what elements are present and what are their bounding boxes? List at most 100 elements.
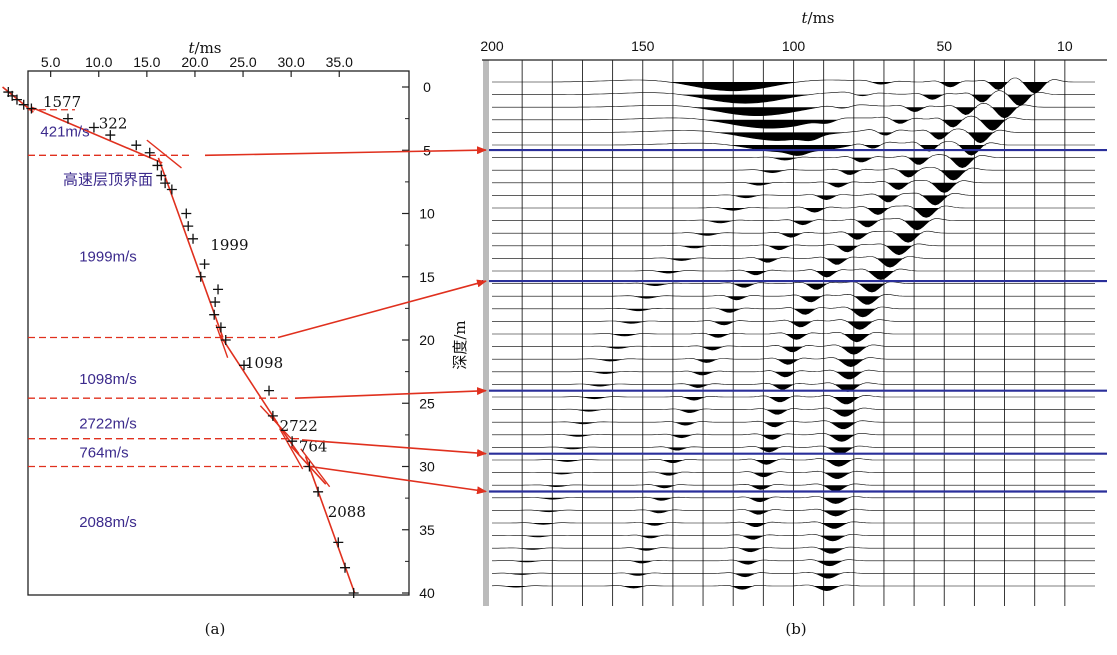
trace-wiggle [492,141,1095,156]
x-tick-label: 35.0 [326,54,353,70]
trace-fill [492,195,1095,205]
y-tick-label: 35 [419,522,435,538]
trace-fill [492,321,1095,330]
seismic-traces [491,77,1095,592]
trace-wiggle [492,483,1095,492]
trace-wiggle [492,128,1095,144]
layer-velocity-labels: 421m/s 高速层顶界面 1999m/s 1098m/s 2722m/s 764m/s 2… [40,123,153,531]
trace-wiggle [492,395,1095,405]
data-point [333,537,344,548]
boundary-correlation-arrows [204,146,487,495]
data-point [181,208,192,219]
data-point [188,233,199,244]
trace-wiggle [492,77,1095,94]
data-point [160,178,171,189]
data-point [239,360,250,371]
data-point [340,562,351,573]
trace-wiggle [492,433,1095,442]
y-tick-label: 10 [419,206,435,222]
trace-wiggle [492,218,1095,231]
x-tick-label: 15.0 [133,54,160,70]
layer-boundaries [28,109,310,468]
trace-fill [492,107,1095,118]
data-point [144,147,155,158]
data-point [105,130,116,141]
data-point [348,588,359,598]
panel-b-caption: (b) [785,620,806,638]
time-axis-label-unit: /ms [808,9,835,27]
trace-fill [492,346,1095,355]
time-tick-label: 100 [782,38,806,54]
layer-velocity-label: 2088m/s [79,514,137,531]
trace-wiggle [492,167,1095,181]
data-point [287,436,298,447]
layer-velocity-label: 421m/s [40,123,89,140]
crossing-tick-line [278,428,304,470]
fit-line-322 [31,106,163,164]
trace-fill [492,359,1095,367]
trace-wiggle [492,470,1095,479]
y-tick-label: 15 [419,269,435,285]
fit-lines [2,86,356,594]
x-tick-label: 5.0 [41,54,61,70]
y-axis-ticks: 0 5 10 15 20 25 30 35 40 [402,79,435,601]
trace-wiggle [492,281,1095,293]
layer-velocity-label: 1098m/s [79,371,137,388]
data-point [88,122,99,133]
data-point [166,184,177,195]
panel-b: 200 150 100 50 10 t/ms (b) [480,9,1107,638]
fit-annotation: 322 [99,115,128,133]
data-point [62,113,73,124]
trace-wiggle [491,584,1095,592]
trace-wiggle [492,420,1095,430]
data-point [209,309,220,320]
data-point [313,486,324,497]
data-point [11,94,22,105]
trace-wiggle [492,407,1095,417]
trace-fill [492,485,1095,492]
data-point [267,410,278,421]
fit-annotation: 1577 [43,93,81,111]
trace-fill [492,573,1095,579]
y-axis-label: 深度/m [451,320,469,369]
trace-wiggle [492,154,1095,169]
trace-wiggle [492,319,1095,330]
data-point [264,385,275,396]
time-axis-ticks: 200 150 100 50 10 [480,38,1073,54]
x-axis-label-symbol: t [188,39,195,57]
x-tick-label: 10.0 [85,54,112,70]
data-points [3,87,359,598]
trace-fill [492,560,1095,566]
trace-wiggle [492,268,1095,280]
panel-b-background [482,60,1107,606]
trace-wiggle [492,306,1095,318]
trace-wiggle [492,445,1095,454]
x-tick-label: 25.0 [229,54,256,70]
time-tick-label: 200 [480,38,504,54]
trace-fill [492,510,1095,517]
trace-fill [492,548,1095,554]
trace-fill [492,119,1095,131]
trace-wiggle [492,508,1095,517]
trace-wiggle [492,180,1095,193]
x-tick-label: 30.0 [278,54,305,70]
layer-velocity-label: 1999m/s [79,249,137,266]
data-point [210,297,221,308]
layer-velocity-label: 764m/s [79,445,128,462]
fit-line-2088 [304,456,356,594]
time-axis-label-symbol: t [801,9,808,27]
trace-wiggle [492,243,1095,256]
trace-wiggle [492,192,1095,206]
trace-fill [492,497,1095,504]
y-tick-label: 20 [419,332,435,348]
trace-wiggle [492,90,1095,106]
trace-wiggle [492,496,1095,504]
time-tick-label: 150 [631,38,655,54]
trace-wiggle [492,357,1095,368]
time-tick-label: 50 [936,38,952,54]
x-axis-ticks: 5.0 10.0 15.0 20.0 25.0 30.0 35.0 [41,54,353,77]
data-point [183,221,194,232]
crossing-tick-line [215,324,229,358]
data-point [131,140,142,151]
